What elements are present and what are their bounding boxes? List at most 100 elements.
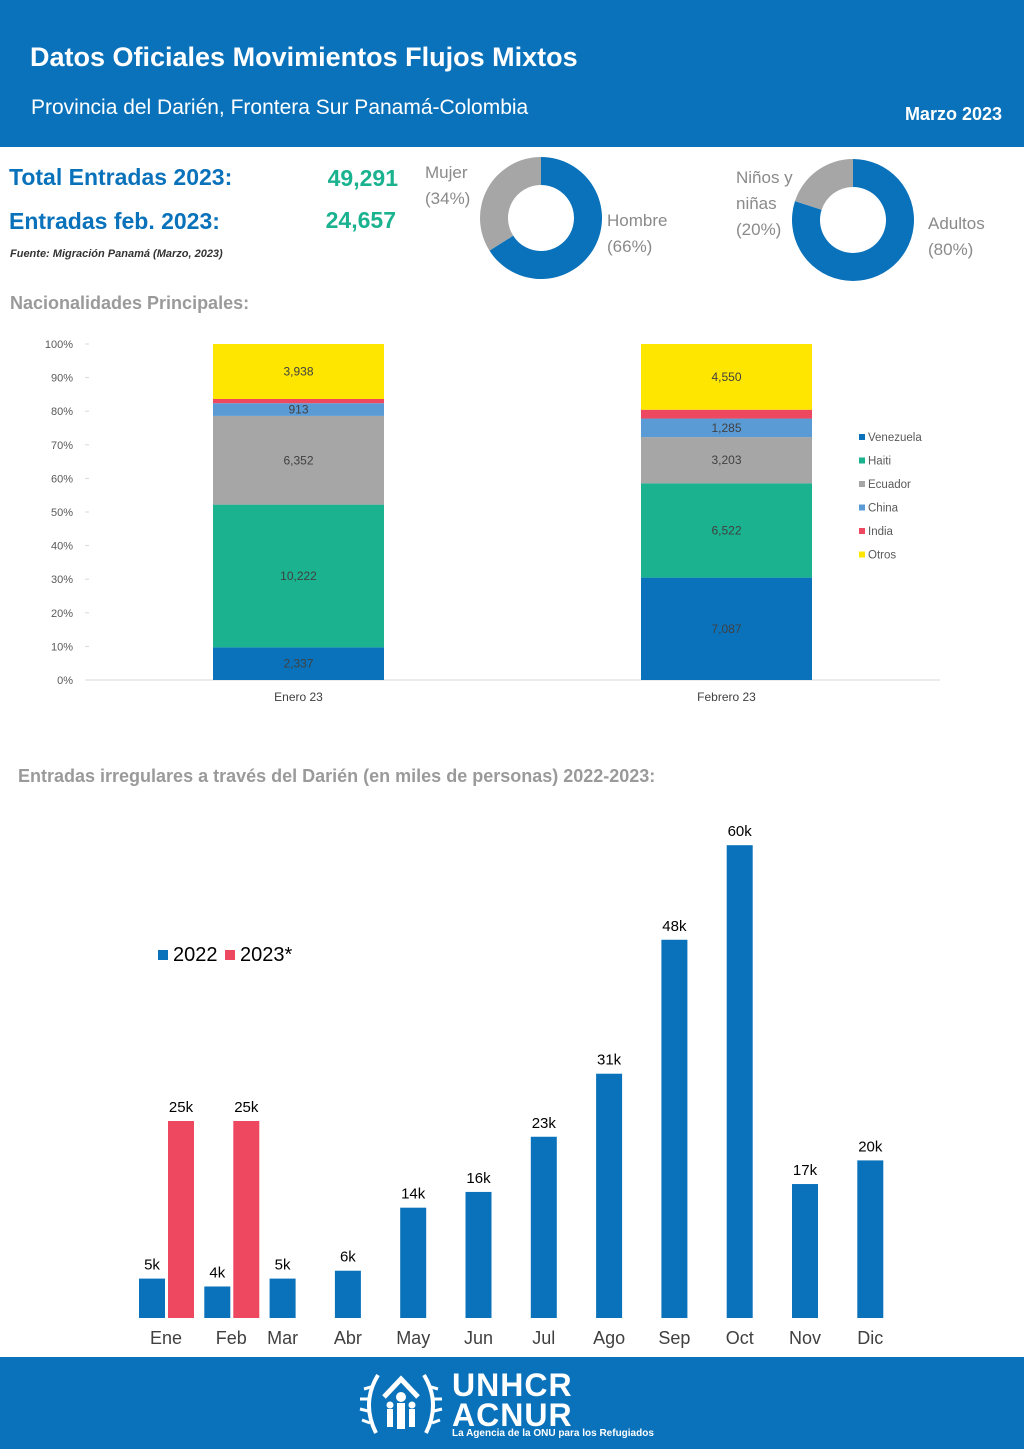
bar-data-label: 31k <box>597 1052 622 1069</box>
bar-data-label: 5k <box>275 1257 291 1274</box>
y-tick-label: 100% <box>45 339 73 351</box>
bar-data-label: 6,352 <box>283 453 313 467</box>
bar-data-label: 14k <box>401 1186 426 1203</box>
org-name-acnur: ACNUR <box>452 1397 573 1433</box>
legend-swatch <box>859 481 865 487</box>
x-category-label: Enero 23 <box>274 690 323 704</box>
nationalities-title: Nacionalidades Principales: <box>10 293 250 313</box>
y-tick-label: 30% <box>51 574 73 586</box>
bar-data-label: 60k <box>728 823 753 840</box>
header-banner: Datos Oficiales Movimientos Flujos Mixto… <box>0 0 1024 147</box>
y-tick-label: 60% <box>51 473 73 485</box>
bar-2022 <box>400 1207 427 1318</box>
gender-donut <box>480 157 602 279</box>
report-date: Marzo 2023 <box>904 104 1002 124</box>
bar-data-label: 17k <box>793 1162 818 1179</box>
bar-2023 <box>168 1121 194 1318</box>
bar-2022 <box>269 1278 296 1318</box>
bar-segment-haiti <box>213 504 384 648</box>
bar-data-label: 48k <box>662 918 687 935</box>
x-month-label: Nov <box>789 1328 821 1348</box>
bar-segment-ecuador <box>641 437 812 484</box>
bar-data-label: 2,337 <box>283 657 313 671</box>
children-label: Niños y niñas (20%) <box>736 165 793 243</box>
male-slice <box>489 157 602 279</box>
bar-2023 <box>233 1121 260 1318</box>
y-tick-label: 80% <box>51 406 73 418</box>
bar-2022 <box>596 1073 623 1318</box>
bar-2022 <box>857 1160 884 1318</box>
children-label-text-2: niñas <box>736 194 777 213</box>
y-tick-label: 0% <box>57 675 73 687</box>
org-name-unhcr: UNHCR <box>452 1367 573 1403</box>
y-tick-label: 70% <box>51 440 73 452</box>
y-tick-label: 40% <box>51 541 73 553</box>
legend-swatch <box>859 457 865 464</box>
bar-data-label: 4,550 <box>711 370 741 384</box>
children-label-text-1: Niños y <box>736 168 793 187</box>
bar-segment-china <box>641 418 812 438</box>
bar-2022 <box>726 845 753 1318</box>
x-month-label: Mar <box>267 1328 298 1348</box>
y-tick-label: 20% <box>51 608 73 620</box>
legend-label: Haiti <box>868 456 891 468</box>
bar-data-label: 5k <box>144 1257 160 1274</box>
bar-2022 <box>139 1278 165 1318</box>
female-slice <box>480 157 541 251</box>
x-month-label: Ene <box>150 1328 182 1348</box>
legend-swatch <box>158 950 168 960</box>
legend-swatch <box>859 551 865 558</box>
footer-banner: UNHCR ACNUR La Agencia de la ONU para lo… <box>0 1357 1024 1449</box>
feb-entries-value: 24,657 <box>325 207 396 233</box>
x-month-label: Sep <box>658 1328 690 1348</box>
bar-segment-india <box>641 409 812 419</box>
legend-label: Otros <box>868 550 896 562</box>
total-entries-value: 49,291 <box>327 165 398 191</box>
bar-segment-venezuela <box>641 577 812 680</box>
legend-label: 2023* <box>240 944 292 966</box>
x-month-label: Jul <box>532 1328 555 1348</box>
unhcr-logo-icon <box>359 1373 443 1434</box>
nationalities-stacked-chart: 0% 10% 20% 30% 40% 50% 60% 70% 80% 90% 100% 2,337 10… <box>45 339 940 704</box>
legend-swatch <box>225 950 235 960</box>
x-month-label: Abr <box>334 1328 362 1348</box>
adults-label-pct: (80%) <box>928 240 974 259</box>
legend-swatch <box>859 504 865 511</box>
bar-data-label: 6k <box>340 1249 356 1266</box>
bar-segment-india <box>213 398 384 404</box>
bar-data-label: 7,087 <box>711 622 741 636</box>
legend-label: India <box>868 526 894 538</box>
bar-segment-china <box>213 403 384 416</box>
total-entries-label: Total Entradas 2023: <box>9 164 233 190</box>
history-title: Entradas irregulares a través del Darién… <box>18 766 656 786</box>
bar-data-label: 3,203 <box>711 453 741 467</box>
legend-label: China <box>868 503 899 515</box>
bar-2022 <box>792 1184 818 1318</box>
x-month-label: May <box>396 1328 430 1348</box>
x-month-label: Dic <box>857 1328 883 1348</box>
legend-label: Ecuador <box>868 479 911 491</box>
adults-label: Adultos (80%) <box>928 211 985 263</box>
children-slice <box>794 159 853 210</box>
adults-label-text: Adultos <box>928 214 985 233</box>
bar-segment-otros <box>641 344 812 410</box>
bar-data-label: 25k <box>234 1099 259 1116</box>
bar-2022 <box>204 1286 231 1318</box>
bar-data-label: 20k <box>858 1138 883 1155</box>
bar-data-label: 10,222 <box>280 569 317 583</box>
bar-segment-otros <box>213 344 384 399</box>
male-label: Hombre (66%) <box>607 208 667 260</box>
bar-2022 <box>661 939 688 1318</box>
bar-segment-ecuador <box>213 415 384 505</box>
x-month-label: Oct <box>726 1328 754 1348</box>
female-label-text: Mujer <box>425 163 468 182</box>
bar-data-label: 25k <box>169 1099 194 1116</box>
bar-2022 <box>530 1136 557 1318</box>
age-donut <box>792 159 914 281</box>
y-tick-label: 50% <box>51 507 73 519</box>
legend-swatch <box>859 528 865 534</box>
legend-label: 2022 <box>173 944 218 966</box>
x-month-label: Ago <box>593 1328 625 1348</box>
feb-entries-label: Entradas feb. 2023: <box>9 208 220 234</box>
male-label-text: Hombre <box>607 211 668 230</box>
